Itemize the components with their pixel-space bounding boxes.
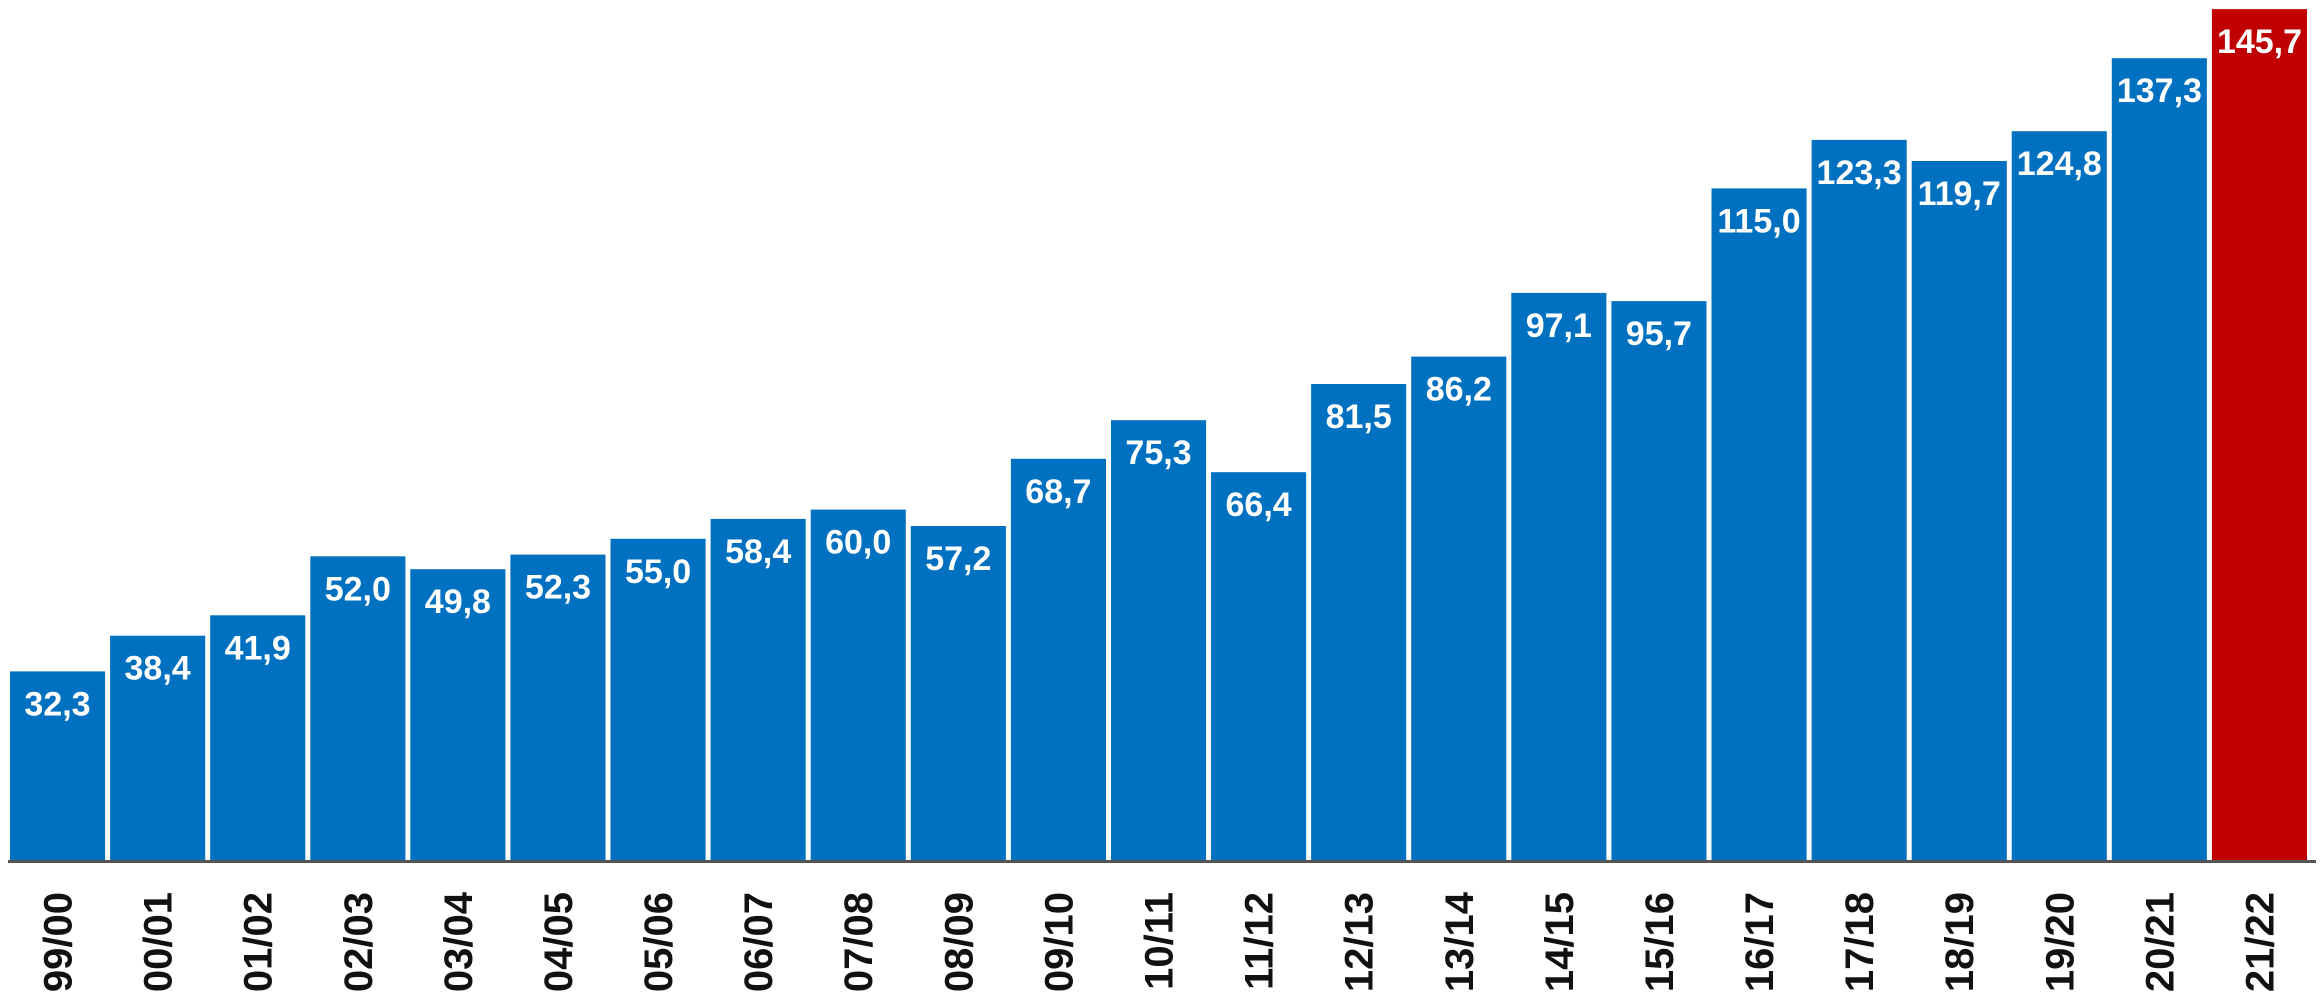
value-label: 49,8 bbox=[425, 583, 491, 621]
value-label: 97,1 bbox=[1526, 307, 1592, 345]
value-label: 68,7 bbox=[1025, 473, 1091, 511]
value-label: 52,0 bbox=[325, 570, 391, 608]
x-tick-label: 18/19 bbox=[1938, 892, 1982, 992]
bar-08-09 bbox=[910, 526, 1006, 860]
bar-17-18 bbox=[1811, 139, 1907, 860]
bars-group bbox=[10, 9, 2307, 861]
x-tick-label: 20/21 bbox=[2138, 892, 2182, 992]
x-tick-label: 04/05 bbox=[537, 892, 581, 992]
x-tick-label: 15/16 bbox=[1638, 892, 1682, 992]
value-label: 52,3 bbox=[525, 569, 591, 607]
value-label: 58,4 bbox=[725, 533, 791, 571]
bar-12-13 bbox=[1311, 384, 1407, 860]
x-tick-label: 12/13 bbox=[1338, 892, 1382, 992]
x-tick-label: 07/08 bbox=[837, 892, 881, 992]
value-label: 137,3 bbox=[2117, 72, 2202, 110]
bar-21-22 bbox=[2211, 9, 2307, 861]
value-label: 145,7 bbox=[2217, 23, 2302, 61]
x-tick-label: 10/11 bbox=[1138, 892, 1182, 990]
bar-10-11 bbox=[1111, 420, 1207, 860]
bar-18-19 bbox=[1911, 161, 2007, 860]
bar-11-12 bbox=[1211, 472, 1307, 860]
value-label: 32,3 bbox=[24, 685, 90, 723]
value-label: 119,7 bbox=[1918, 175, 2001, 213]
value-label: 41,9 bbox=[225, 629, 291, 667]
value-label: 55,0 bbox=[625, 553, 691, 591]
value-label: 60,0 bbox=[825, 524, 891, 562]
bar-13-14 bbox=[1411, 356, 1507, 860]
x-tick-label: 99/00 bbox=[37, 892, 81, 992]
value-label: 38,4 bbox=[125, 650, 191, 688]
value-label: 124,8 bbox=[2017, 145, 2102, 183]
bar-14-15 bbox=[1511, 292, 1607, 860]
value-label: 95,7 bbox=[1626, 315, 1692, 353]
value-label: 66,4 bbox=[1226, 486, 1292, 524]
x-tick-label: 16/17 bbox=[1738, 892, 1782, 992]
x-tick-label: 06/07 bbox=[737, 892, 781, 992]
x-tick-label: 14/15 bbox=[1538, 892, 1582, 992]
bar-02-03 bbox=[310, 556, 406, 860]
x-tick-label: 08/09 bbox=[937, 892, 981, 992]
value-labels-group: 32,3 38,4 41,9 52,0 49,8 52,3 55,0 58,4 60,0 57,2… bbox=[24, 23, 2302, 723]
x-tick-labels-group: 99/00 00/01 01/02 02/03 03/04 04/05 05/06 06/07… bbox=[37, 891, 2283, 992]
bar-07-08 bbox=[810, 509, 906, 860]
value-label: 86,2 bbox=[1426, 371, 1492, 409]
value-label: 115,0 bbox=[1717, 202, 1800, 240]
bar-09-10 bbox=[1010, 458, 1106, 860]
x-tick-label: 02/03 bbox=[337, 892, 381, 992]
bar-01-02 bbox=[210, 615, 306, 860]
x-tick-label: 05/06 bbox=[637, 892, 681, 992]
bar-00-01 bbox=[110, 635, 206, 860]
bar-06-07 bbox=[710, 518, 806, 860]
bar-16-17 bbox=[1711, 188, 1807, 860]
bar-03-04 bbox=[410, 569, 506, 860]
x-tick-label: 01/02 bbox=[237, 892, 281, 992]
x-tick-label: 11/12 bbox=[1238, 892, 1282, 990]
x-tick-label: 09/10 bbox=[1037, 892, 1081, 992]
value-label: 57,2 bbox=[925, 540, 991, 578]
bar-05-06 bbox=[610, 538, 706, 860]
bar-99-00 bbox=[10, 671, 106, 860]
x-tick-label: 03/04 bbox=[437, 891, 481, 992]
bar-15-16 bbox=[1611, 301, 1707, 861]
value-label: 123,3 bbox=[1817, 154, 1902, 192]
bar-20-21 bbox=[2111, 58, 2207, 860]
value-label: 75,3 bbox=[1125, 434, 1191, 472]
bar-19-20 bbox=[2011, 131, 2107, 860]
x-tick-label: 00/01 bbox=[137, 892, 181, 992]
x-tick-label: 21/22 bbox=[2239, 892, 2283, 992]
x-tick-label: 19/20 bbox=[2038, 892, 2082, 992]
value-label: 81,5 bbox=[1326, 398, 1392, 436]
x-tick-label: 17/18 bbox=[1838, 892, 1882, 992]
bar-04-05 bbox=[510, 554, 606, 860]
x-tick-label: 13/14 bbox=[1438, 891, 1482, 992]
